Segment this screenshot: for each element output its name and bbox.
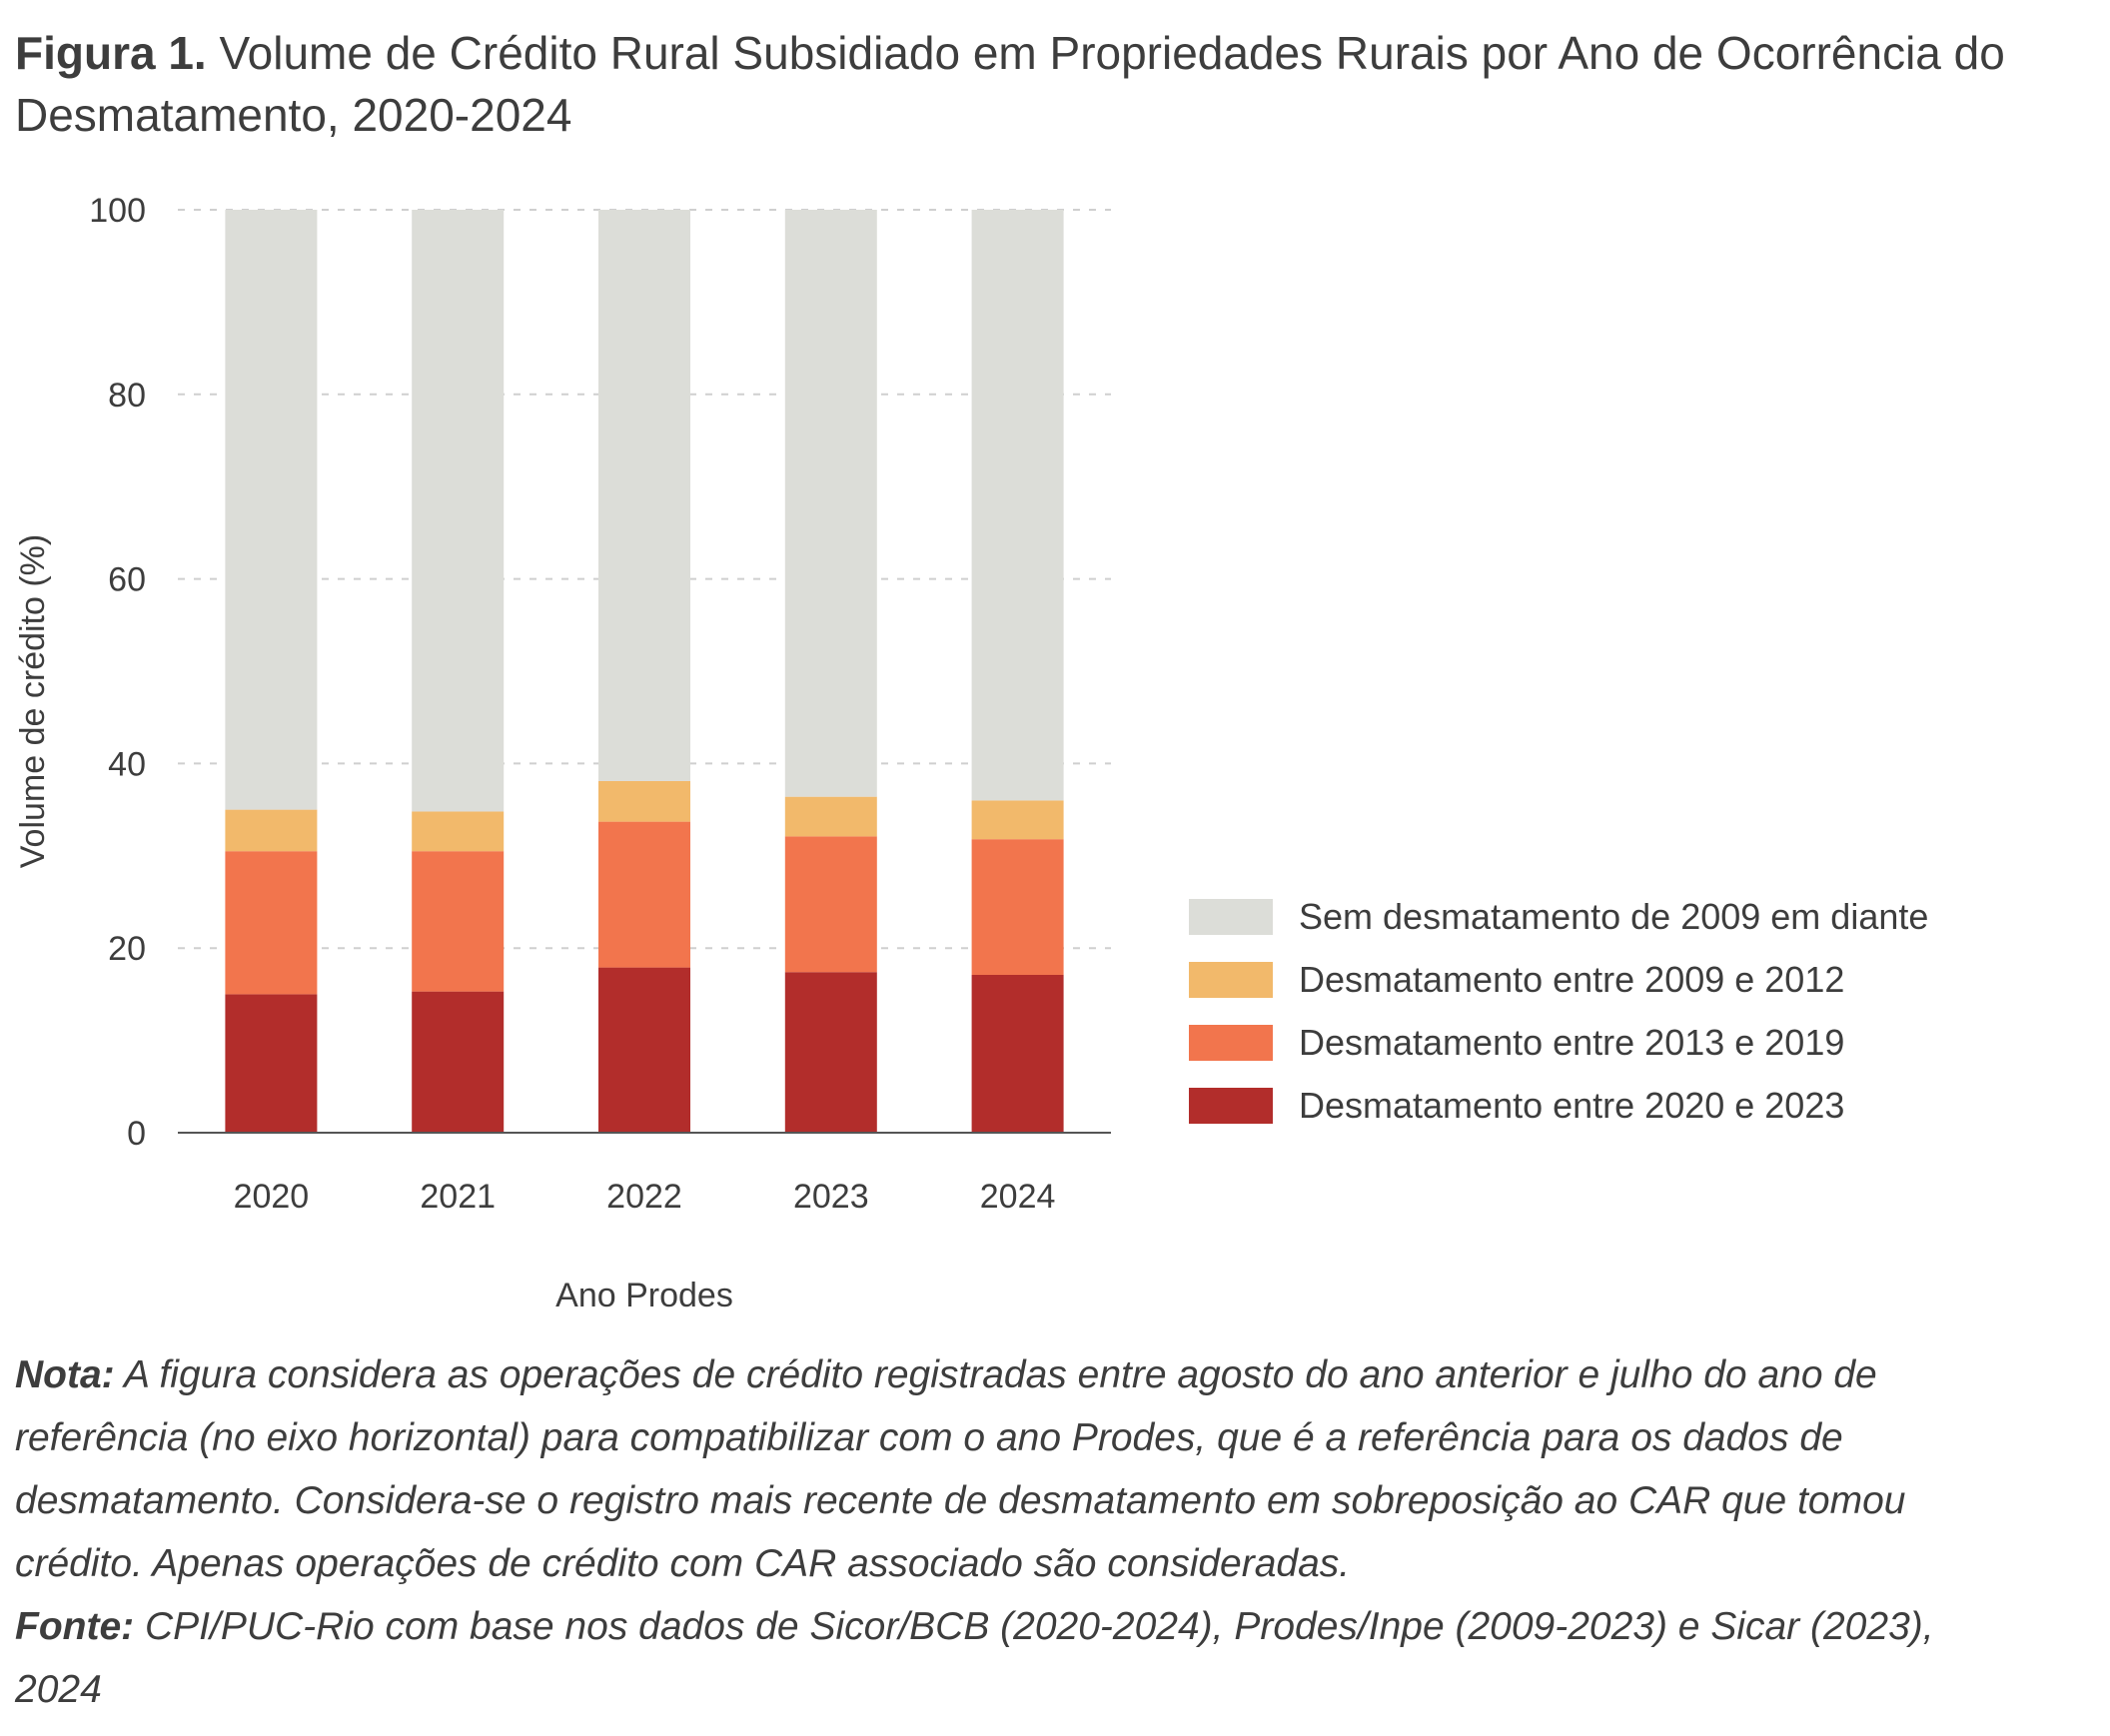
source: Fonte: CPI/PUC-Rio com base nos dados de… [15, 1595, 2023, 1721]
x-tick-label: 2021 [420, 1178, 496, 1216]
source-text: CPI/PUC-Rio com base nos dados de Sicor/… [15, 1605, 1934, 1711]
y-tick-labels: 0 20 40 60 80 100 [89, 192, 146, 1153]
bar-segment [784, 210, 877, 797]
y-tick-label: 80 [108, 377, 146, 415]
x-tick-label: 2023 [793, 1178, 869, 1216]
legend-swatch [1189, 1025, 1273, 1061]
bar-segment [598, 780, 690, 822]
notes-block: Nota: A figura considera as operações de… [15, 1343, 2023, 1721]
y-axis-title: Volume de crédito (%) [14, 534, 52, 869]
legend-label: Desmatamento entre 2009 e 2012 [1299, 959, 1845, 1000]
chart-title: Figura 1. Volume de Crédito Rural Subsid… [15, 22, 2013, 146]
legend-label: Desmatamento entre 2013 e 2019 [1299, 1022, 1845, 1063]
figure-title-text: Volume de Crédito Rural Subsidiado em Pr… [15, 27, 2005, 141]
legend-swatch [1189, 1088, 1273, 1124]
x-tick-label: 2020 [234, 1178, 310, 1216]
y-tick-label: 40 [108, 745, 146, 783]
bar-segment [784, 796, 877, 837]
bar-segment [784, 972, 877, 1133]
legend-swatch [1189, 899, 1273, 935]
bar-segment [784, 836, 877, 973]
source-label: Fonte: [15, 1605, 135, 1648]
legend-item-no-deforestation: Sem desmatamento de 2009 em diante [1189, 896, 1929, 937]
y-tick-label: 60 [108, 561, 146, 599]
note-label: Nota: [15, 1353, 115, 1396]
bar-segment [598, 821, 690, 968]
note-text: A figura considera as operações de crédi… [15, 1353, 1906, 1585]
bar-segment [598, 210, 690, 781]
bar-segment [412, 991, 505, 1133]
figure-number: Figura 1. [15, 27, 207, 79]
bar-segment [971, 800, 1064, 840]
bar-segment [412, 851, 505, 992]
bar-segment [971, 839, 1064, 975]
bar-segment [412, 811, 505, 852]
bar-segment [971, 974, 1064, 1133]
bar-segment [225, 809, 318, 852]
y-tick-label: 0 [127, 1115, 146, 1153]
bar-segment [971, 210, 1064, 801]
legend-label: Desmatamento entre 2020 e 2023 [1299, 1085, 1845, 1126]
legend-item-2020-2023: Desmatamento entre 2020 e 2023 [1189, 1085, 1928, 1126]
stacked-bar-chart: 0 20 40 60 80 100 2020 2021 2022 2023 2024 Volume… [14, 192, 1111, 1308]
legend-label: Sem desmatamento de 2009 em diante [1299, 896, 1929, 937]
x-axis-title: Ano Prodes [555, 1277, 733, 1308]
bars [225, 210, 1064, 1133]
legend-swatch [1189, 962, 1273, 998]
x-tick-label: 2024 [980, 1178, 1056, 1216]
bar-segment [225, 851, 318, 995]
y-tick-label: 20 [108, 930, 146, 968]
bar-segment [598, 967, 690, 1133]
y-tick-label: 100 [89, 192, 146, 230]
legend-item-2013-2019: Desmatamento entre 2013 e 2019 [1189, 1022, 1928, 1063]
x-tick-labels: 2020 2021 2022 2023 2024 [234, 1178, 1056, 1216]
legend: Sem desmatamento de 2009 em diante Desma… [1189, 896, 1929, 1151]
x-tick-label: 2022 [606, 1178, 682, 1216]
bar-segment [225, 210, 318, 810]
note: Nota: A figura considera as operações de… [15, 1343, 2023, 1595]
legend-item-2009-2012: Desmatamento entre 2009 e 2012 [1189, 959, 1928, 1000]
bar-segment [225, 994, 318, 1133]
bar-segment [412, 210, 505, 812]
